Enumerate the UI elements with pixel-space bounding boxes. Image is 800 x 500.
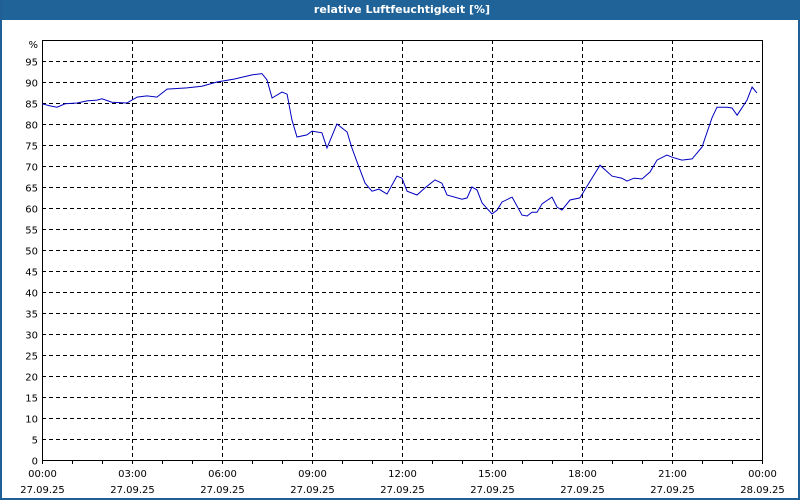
- y-tick-label: 0: [32, 457, 38, 468]
- y-axis-labels: 0 5 10 15 20 25 30 35 40 45 50 55 60 65 70 75 80 85 90 95: [25, 58, 38, 468]
- y-tick-label: 5: [32, 436, 38, 447]
- y-tick-label: 75: [25, 142, 38, 153]
- y-tick-label: 85: [25, 100, 38, 111]
- y-tick-label: 10: [25, 415, 38, 426]
- y-tick-label: 20: [25, 373, 38, 384]
- x-tick-time: 00:00: [28, 469, 57, 480]
- plot-area-frame: [42, 40, 763, 461]
- vertical-gridlines: [132, 40, 673, 460]
- chart-title: relative Luftfeuchtigkeit [%]: [2, 0, 800, 20]
- y-tick-label: 25: [25, 352, 38, 363]
- x-tick-date: 27.09.25: [380, 485, 425, 496]
- y-tick-label: 65: [25, 184, 38, 195]
- x-tick-date: 27.09.25: [560, 485, 605, 496]
- x-tick-time: 21:00: [658, 469, 687, 480]
- y-axis-unit-label: %: [28, 40, 38, 51]
- x-tick-date: 27.09.25: [290, 485, 335, 496]
- x-tick-date: 27.09.25: [20, 485, 65, 496]
- x-tick-time: 15:00: [478, 469, 507, 480]
- x-tick-time: 00:00: [748, 469, 777, 480]
- y-tick-label: 80: [25, 121, 38, 132]
- x-axis-labels: 00:00 27.09.25 03:00 27.09.25 06:00 27.09.25 0…: [20, 469, 785, 496]
- humidity-series-line: [41, 73, 758, 217]
- y-tick-label: 95: [25, 58, 38, 69]
- x-tick-time: 12:00: [388, 469, 417, 480]
- x-tick-time: 09:00: [298, 469, 327, 480]
- x-tick-date: 27.09.25: [110, 485, 155, 496]
- x-tick-time: 18:00: [568, 469, 597, 480]
- x-tick-time: 03:00: [118, 469, 147, 480]
- x-tick-date: 27.09.25: [650, 485, 695, 496]
- y-tick-label: 45: [25, 268, 38, 279]
- y-tick-label: 55: [25, 226, 38, 237]
- y-tick-label: 30: [25, 331, 38, 342]
- y-tick-label: 60: [25, 205, 38, 216]
- y-tick-label: 40: [25, 289, 38, 300]
- y-tick-label: 90: [25, 79, 38, 90]
- y-tick-label: 50: [25, 247, 38, 258]
- x-tick-date: 27.09.25: [470, 485, 515, 496]
- x-tick-date: 27.09.25: [200, 485, 245, 496]
- x-tick-date: 28.09.25: [740, 485, 785, 496]
- x-tick-time: 06:00: [208, 469, 237, 480]
- y-tick-label: 70: [25, 163, 38, 174]
- y-tick-label: 15: [25, 394, 38, 405]
- y-tick-label: 35: [25, 310, 38, 321]
